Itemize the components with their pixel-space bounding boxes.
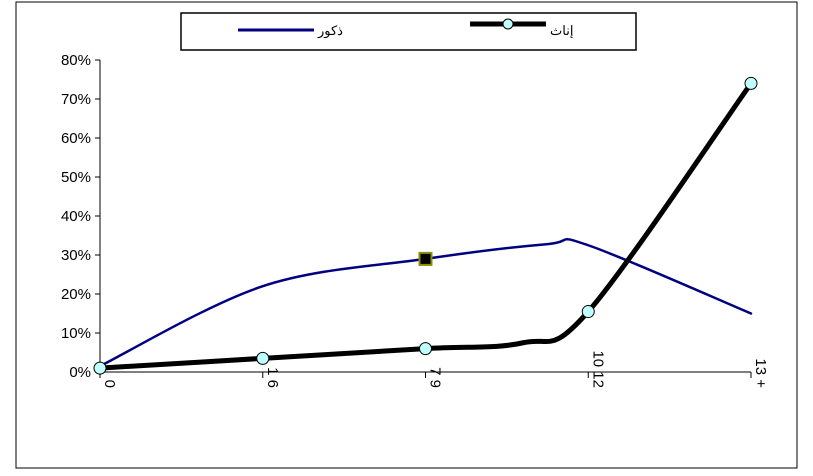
chart-frame [15, 1, 798, 469]
x-tick-label: 7 9 [427, 367, 444, 388]
x-tick-label: 1 6 [264, 367, 281, 388]
y-tick-label: 10% [61, 325, 91, 342]
legend-marker-females [502, 18, 514, 30]
legend-label-females: إناث [550, 23, 573, 39]
data-point-females [581, 305, 595, 319]
x-tick-label: 0 [101, 380, 118, 388]
x-tick-label: 10 12 [589, 350, 606, 388]
data-point-females [256, 351, 270, 365]
data-point-females [419, 342, 432, 356]
y-tick-label: 20% [61, 286, 91, 303]
y-tick-label: 80% [61, 52, 91, 69]
legend: ذكور إناث [180, 12, 637, 51]
y-tick-label: 70% [61, 91, 91, 108]
legend-label-males: ذكور [317, 23, 343, 39]
axes: 0% 10% 20% 30% 40% 50% 60% 70% 80% 0 1 6 7 9 10 12 13… [61, 52, 769, 388]
y-tick-label: 30% [61, 247, 91, 264]
markers-layer [93, 76, 758, 375]
y-tick-label: 0% [69, 364, 91, 381]
y-tick-label: 40% [61, 208, 91, 225]
data-point-males [418, 251, 433, 266]
data-point-females [744, 76, 758, 90]
y-tick-label: 50% [61, 169, 91, 186]
x-tick-label: 13 + [752, 358, 769, 388]
series-layer [97, 80, 754, 371]
series-line-females [97, 80, 754, 371]
series-line-males [98, 237, 753, 368]
data-point-females [93, 361, 107, 375]
y-tick-label: 60% [61, 130, 91, 147]
